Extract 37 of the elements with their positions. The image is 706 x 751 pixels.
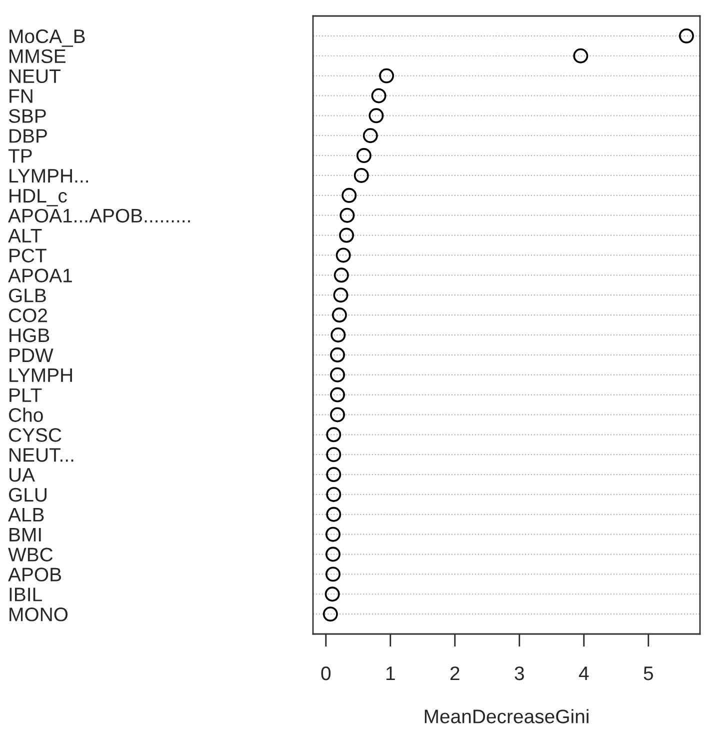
y-tick-label: APOA1...APOB......... xyxy=(8,208,190,223)
y-tick-label: HDL_c xyxy=(10,189,67,206)
x-tick-label: 2 xyxy=(450,666,460,680)
y-tick-label: ALT xyxy=(8,228,42,242)
y-tick-label: WBC xyxy=(8,548,53,562)
y-tick-label: ALB xyxy=(8,508,44,522)
y-tick-label: MONO xyxy=(10,608,68,622)
y-tick-label: TP xyxy=(8,149,32,163)
y-tick-label: Cho xyxy=(8,408,43,422)
x-tick-label: 5 xyxy=(644,666,653,680)
x-tick-label: 3 xyxy=(514,666,524,680)
x-tick-label: 1 xyxy=(386,666,395,680)
y-tick-label: PLT xyxy=(10,388,42,402)
x-tick-label: 0 xyxy=(321,666,331,680)
y-tick-label: NEUT xyxy=(10,69,60,84)
y-tick-label: PCT xyxy=(10,248,46,262)
y-tick-label: LYMPH... xyxy=(10,169,88,183)
y-tick-label: FN xyxy=(10,89,32,103)
y-tick-label: APOA1 xyxy=(8,268,72,282)
y-tick-label: APOB xyxy=(8,568,62,582)
y-tick-label: CYSC xyxy=(8,428,62,442)
y-tick-label: LYMPH xyxy=(10,368,72,382)
y-tick-label: NEUT... xyxy=(10,448,74,462)
x-axis-title: MeanDecreaseGini xyxy=(424,709,588,724)
y-tick-label: BMI xyxy=(10,528,41,542)
y-tick-label: CO2 xyxy=(8,308,48,322)
y-tick-label: IBIL xyxy=(10,588,42,602)
y-tick-label: HGB xyxy=(10,328,50,342)
y-tick-label: SBP xyxy=(8,109,46,123)
y-tick-label: MoCA_B xyxy=(10,29,85,47)
y-tick-label: GLB xyxy=(8,288,46,302)
y-tick-label: MMSE xyxy=(10,49,66,64)
y-tick-label: PDW xyxy=(10,348,54,362)
y-tick-label: UA xyxy=(10,468,35,482)
y-tick-label: DBP xyxy=(10,129,47,143)
y-tick-label: GLU xyxy=(8,488,46,502)
x-tick-label: 4 xyxy=(578,666,589,680)
